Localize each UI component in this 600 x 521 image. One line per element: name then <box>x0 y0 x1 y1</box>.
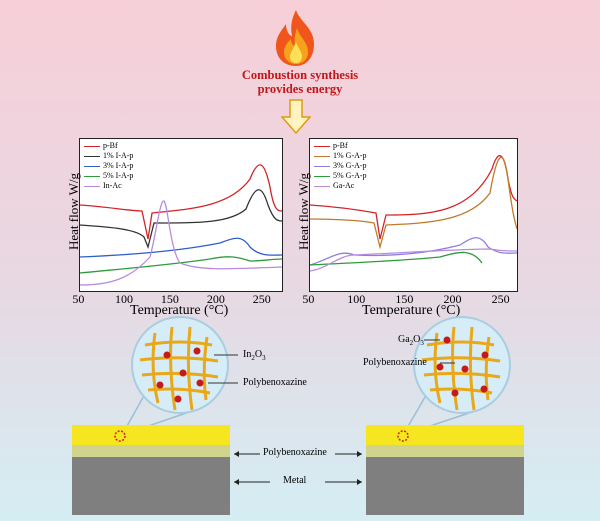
chart-right-xlabel: Temperature (°C) <box>362 303 461 318</box>
right-oxide-label: Ga2O3 <box>398 334 424 347</box>
legend-label: p-Bf <box>103 141 118 150</box>
legend-entry: p-Bf <box>84 141 133 151</box>
metal-layer-right <box>366 457 524 515</box>
legend-label: 3% G-A-p <box>333 161 367 170</box>
chart-left-legend: p-Bf 1% I-A-p 3% I-A-p 5% I-A-p In-Ac <box>84 141 133 191</box>
schematic-diagram <box>72 316 524 515</box>
substrate-left <box>72 425 230 515</box>
flame-icon <box>276 10 314 66</box>
coating-label: Polybenoxazine <box>263 447 327 458</box>
series-line <box>79 164 283 240</box>
series-line <box>79 189 283 250</box>
legend-swatch <box>84 145 100 147</box>
series-line <box>309 248 518 272</box>
metal-layer-left <box>72 457 230 515</box>
legend-swatch <box>314 185 330 187</box>
right-polymer-label: Polybenoxazine <box>363 357 427 368</box>
x-tick-label: 50 <box>302 292 315 306</box>
legend-label: 5% I-A-p <box>103 171 134 180</box>
series-line <box>79 256 283 274</box>
x-tick-label: 250 <box>491 292 510 306</box>
legend-entry: 3% I-A-p <box>84 161 133 171</box>
legend-entry: 3% G-A-p <box>314 161 367 171</box>
x-tick-label: 150 <box>395 292 414 306</box>
series-line <box>79 237 283 258</box>
down-arrow-icon <box>281 99 311 135</box>
chart-left-xlabel: Temperature (°C) <box>130 303 229 318</box>
left-oxide-label: In2O3 <box>243 349 266 362</box>
x-tick-label: 250 <box>252 292 271 306</box>
legend-label: 1% G-A-p <box>333 151 367 160</box>
callout-line1: Combustion synthesis <box>241 68 359 82</box>
legend-label: Ga-Ac <box>333 181 355 190</box>
legend-swatch <box>84 175 100 177</box>
coating-layer-right <box>366 425 524 445</box>
legend-entry: p-Bf <box>314 141 367 151</box>
legend-swatch <box>84 155 100 157</box>
x-tick-label: 150 <box>160 292 179 306</box>
legend-entry: 5% G-A-p <box>314 171 367 181</box>
zoom-circle-left <box>131 316 229 414</box>
chart-right-ylabel: Heat flow W/g <box>296 172 311 250</box>
legend-entry: Ga-Ac <box>314 181 367 191</box>
chart-right-svg <box>309 155 518 272</box>
legend-label: In-Ac <box>103 181 122 190</box>
series-line <box>309 251 483 266</box>
legend-entry: 1% G-A-p <box>314 151 367 161</box>
legend-swatch <box>314 155 330 157</box>
legend-swatch <box>84 185 100 187</box>
legend-label: 3% I-A-p <box>103 161 134 170</box>
callout-line2: provides energy <box>257 82 343 96</box>
chart-left-svg <box>79 164 283 286</box>
legend-label: 1% I-A-p <box>103 151 134 160</box>
legend-label: 5% G-A-p <box>333 171 367 180</box>
series-line <box>309 156 518 250</box>
legend-swatch <box>314 165 330 167</box>
substrate-right <box>366 425 524 515</box>
legend-entry: 5% I-A-p <box>84 171 133 181</box>
chart-right-plot-area: p-Bf 1% G-A-p 3% G-A-p 5% G-A-p Ga-Ac <box>309 138 518 292</box>
left-polymer-label: Polybenoxazine <box>243 377 307 388</box>
legend-label: p-Bf <box>333 141 348 150</box>
chart-left-ylabel: Heat flow W/g <box>66 172 81 250</box>
x-tick-label: 100 <box>115 292 133 306</box>
x-tick-label: 200 <box>206 292 225 306</box>
coating-layer-left <box>72 425 230 445</box>
zoom-circle-right <box>413 316 511 414</box>
legend-swatch <box>84 165 100 167</box>
legend-entry: 1% I-A-p <box>84 151 133 161</box>
series-line <box>309 237 518 266</box>
x-tick-label: 100 <box>347 292 366 306</box>
metal-label: Metal <box>283 475 307 486</box>
chart-left-plot-area: p-Bf 1% I-A-p 3% I-A-p 5% I-A-p In-Ac <box>79 138 283 292</box>
legend-swatch <box>314 175 330 177</box>
chart-right-legend: p-Bf 1% G-A-p 3% G-A-p 5% G-A-p Ga-Ac <box>314 141 367 191</box>
x-tick-label: 200 <box>443 292 462 306</box>
series-line <box>79 200 283 286</box>
legend-swatch <box>314 145 330 147</box>
legend-entry: In-Ac <box>84 181 133 191</box>
x-tick-label: 50 <box>72 292 85 306</box>
